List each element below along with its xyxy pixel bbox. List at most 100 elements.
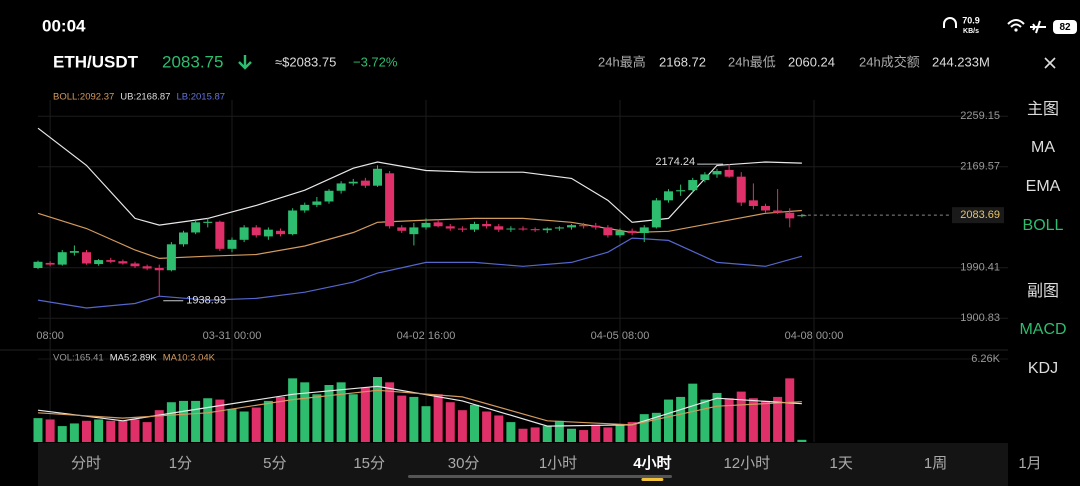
candle-body [373, 168, 382, 186]
candle-body [433, 222, 443, 227]
last-price-label: 2083.69 [960, 209, 1000, 221]
volume-bar [57, 426, 67, 442]
tab-indicator [641, 478, 664, 481]
airplane-icon [1030, 20, 1046, 34]
close-button[interactable] [1044, 57, 1056, 69]
headphone-icon [943, 17, 957, 28]
volume-bar [627, 422, 637, 442]
y-tick-label: 2259.15 [960, 110, 1000, 122]
candle-body [263, 229, 273, 237]
volume-bar [457, 410, 467, 442]
volume-bar [154, 410, 164, 442]
volume-bar [785, 378, 795, 442]
volume-bar [179, 400, 188, 442]
candle-body [724, 169, 734, 177]
volume-bar [421, 406, 431, 442]
candle-body [676, 190, 686, 192]
timeframe-tab[interactable]: 12小时 [723, 455, 770, 472]
volume-legend: VOL:165.41 [53, 353, 104, 364]
candle-body [336, 183, 346, 191]
candle-body [239, 227, 249, 240]
timeframe-tab[interactable]: 15分 [353, 455, 385, 472]
volume-bar [215, 399, 225, 442]
volume-bar [239, 411, 249, 442]
indicator-legend: LB:2015.87 [176, 92, 225, 103]
timeframe-tab[interactable]: 30分 [448, 455, 480, 472]
volume-bar [736, 391, 746, 442]
candle-body [470, 224, 479, 230]
timeframe-tab[interactable]: 1周 [924, 455, 947, 472]
wifi-dot [1014, 28, 1018, 32]
menu-item[interactable]: KDJ [1028, 360, 1058, 377]
volume-bar [506, 422, 516, 442]
candle-body [785, 212, 795, 219]
candle-body [421, 222, 431, 228]
volume-bar [579, 430, 589, 442]
volume-bar [94, 419, 104, 442]
volume-bar [373, 377, 382, 442]
volume-bar [348, 394, 358, 442]
menu-item[interactable]: EMA [1026, 178, 1061, 195]
timeframe-tab[interactable]: 1月 [1018, 455, 1041, 472]
x-tick-label: 08:00 [36, 330, 64, 342]
candle-body [664, 191, 673, 201]
menu-item[interactable]: MACD [1019, 321, 1066, 338]
volume-bar [482, 411, 492, 442]
menu-item[interactable]: BOLL [1023, 217, 1064, 234]
price-arrow [238, 55, 252, 70]
candle-body [215, 221, 225, 249]
candle-body [603, 227, 613, 236]
volume-bar [142, 422, 152, 442]
candle-body [773, 210, 783, 213]
candle-body [615, 230, 625, 236]
candle-body [94, 260, 104, 265]
candle-body [457, 228, 467, 230]
volume-bar [33, 418, 43, 442]
high-annotation: 2174.24 [655, 156, 695, 168]
candle-body [118, 261, 128, 264]
battery-icon [1053, 20, 1077, 34]
volume-bar [166, 402, 176, 442]
candle-body [312, 201, 322, 205]
volume-bar [470, 404, 479, 442]
volume-bar [542, 426, 552, 442]
candle-body [82, 252, 91, 264]
timeframe-tab[interactable]: 1分 [169, 455, 192, 472]
timeframe-tab[interactable]: 5分 [263, 455, 286, 472]
low-annotation: 1938.93 [186, 295, 226, 307]
volume-bar [324, 384, 334, 442]
volume-bar [591, 424, 601, 442]
tab-bar [38, 443, 1008, 486]
candle-body [482, 224, 492, 227]
net-speed: 70.9 [962, 15, 980, 25]
volume-bar [312, 394, 322, 442]
volume-bar [360, 387, 370, 442]
timeframe-tab[interactable]: 1天 [830, 455, 853, 472]
timeframe-tab[interactable]: 分时 [71, 455, 101, 472]
volume-bar [724, 398, 734, 442]
x-tick-label: 04-08 00:00 [785, 330, 844, 342]
volume-bar [106, 420, 116, 442]
volume-bar [773, 396, 783, 442]
volume-bar [603, 427, 613, 442]
pair-name: ETH/USDT [53, 52, 139, 71]
candle-body [445, 226, 455, 229]
y-tick-label: 2169.57 [960, 161, 1000, 173]
volume-bar [130, 419, 140, 442]
candle-body [627, 230, 637, 234]
menu-item[interactable]: MA [1031, 139, 1055, 156]
candle-body [542, 228, 552, 231]
candle-body [409, 227, 419, 235]
scroll-indicator [408, 475, 672, 478]
volume-bar [664, 399, 673, 442]
candle-body [494, 226, 504, 230]
candle-body [288, 210, 298, 235]
timeframe-tab[interactable]: 4小时 [633, 455, 671, 472]
timeframe-tab[interactable]: 1小时 [539, 455, 577, 472]
candle-body [639, 227, 649, 234]
battery-level: 82 [1059, 22, 1071, 33]
volume-bar [797, 439, 807, 442]
volume-bar [45, 419, 55, 442]
candle-body [579, 225, 589, 227]
volume-bar [688, 383, 698, 442]
